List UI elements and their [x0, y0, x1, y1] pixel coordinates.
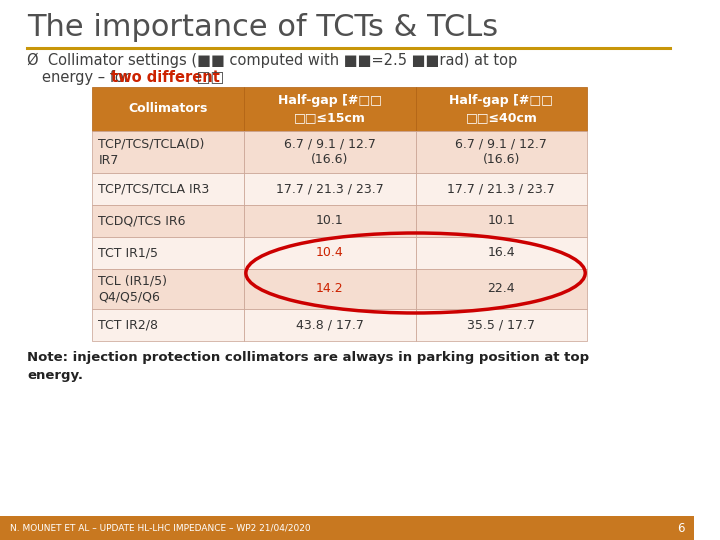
FancyBboxPatch shape — [244, 309, 415, 341]
FancyBboxPatch shape — [415, 309, 587, 341]
Text: 17.7 / 21.3 / 23.7: 17.7 / 21.3 / 23.7 — [276, 183, 384, 195]
FancyBboxPatch shape — [91, 269, 244, 309]
Text: Half-gap [#□□
□□≤40cm: Half-gap [#□□ □□≤40cm — [449, 94, 553, 124]
Text: 43.8 / 17.7: 43.8 / 17.7 — [296, 319, 364, 332]
FancyBboxPatch shape — [91, 173, 244, 205]
Text: 10.1: 10.1 — [487, 214, 516, 227]
FancyBboxPatch shape — [244, 173, 415, 205]
Text: Note: injection protection collimators are always in parking position at top
ene: Note: injection protection collimators a… — [27, 351, 589, 382]
FancyBboxPatch shape — [91, 131, 244, 173]
FancyBboxPatch shape — [0, 516, 694, 540]
Text: TCT IR1/5: TCT IR1/5 — [99, 246, 158, 260]
FancyBboxPatch shape — [415, 131, 587, 173]
Text: 17.7 / 21.3 / 23.7: 17.7 / 21.3 / 23.7 — [447, 183, 555, 195]
FancyBboxPatch shape — [415, 269, 587, 309]
Text: TCP/TCS/TCLA(D)
IR7: TCP/TCS/TCLA(D) IR7 — [99, 138, 204, 166]
FancyBboxPatch shape — [91, 237, 244, 269]
FancyBboxPatch shape — [91, 205, 244, 237]
Text: 10.1: 10.1 — [316, 214, 343, 227]
FancyBboxPatch shape — [244, 237, 415, 269]
FancyBboxPatch shape — [415, 87, 587, 131]
FancyBboxPatch shape — [244, 131, 415, 173]
Text: 35.5 / 17.7: 35.5 / 17.7 — [467, 319, 536, 332]
Text: TCP/TCS/TCLA IR3: TCP/TCS/TCLA IR3 — [99, 183, 210, 195]
FancyBboxPatch shape — [91, 87, 244, 131]
Text: □□: □□ — [192, 70, 224, 85]
FancyBboxPatch shape — [244, 87, 415, 131]
FancyBboxPatch shape — [91, 309, 244, 341]
Text: TCL (IR1/5)
Q4/Q5/Q6: TCL (IR1/5) Q4/Q5/Q6 — [99, 274, 167, 303]
Text: The importance of TCTs & TCLs: The importance of TCTs & TCLs — [27, 13, 498, 42]
FancyBboxPatch shape — [244, 205, 415, 237]
Text: Ø  Collimator settings (■■ computed with ■■=2.5 ■■rad) at top: Ø Collimator settings (■■ computed with … — [27, 53, 517, 68]
FancyBboxPatch shape — [415, 205, 587, 237]
FancyBboxPatch shape — [244, 269, 415, 309]
Text: energy – for: energy – for — [42, 70, 135, 85]
Text: 6: 6 — [677, 522, 685, 535]
Text: 6.7 / 9.1 / 12.7
(16.6): 6.7 / 9.1 / 12.7 (16.6) — [284, 138, 376, 166]
Text: 16.4: 16.4 — [487, 246, 516, 260]
Text: TCDQ/TCS IR6: TCDQ/TCS IR6 — [99, 214, 186, 227]
Text: 14.2: 14.2 — [316, 282, 343, 295]
FancyBboxPatch shape — [415, 237, 587, 269]
Text: Collimators: Collimators — [128, 103, 207, 116]
FancyBboxPatch shape — [415, 173, 587, 205]
Text: TCT IR2/8: TCT IR2/8 — [99, 319, 158, 332]
Text: 10.4: 10.4 — [316, 246, 343, 260]
Text: two different: two different — [111, 70, 220, 85]
Text: 22.4: 22.4 — [487, 282, 516, 295]
Text: N. MOUNET ET AL – UPDATE HL-LHC IMPEDANCE – WP2 21/04/2020: N. MOUNET ET AL – UPDATE HL-LHC IMPEDANC… — [9, 523, 310, 532]
Text: 6.7 / 9.1 / 12.7
(16.6): 6.7 / 9.1 / 12.7 (16.6) — [456, 138, 547, 166]
Text: Half-gap [#□□
□□≤15cm: Half-gap [#□□ □□≤15cm — [278, 94, 382, 124]
